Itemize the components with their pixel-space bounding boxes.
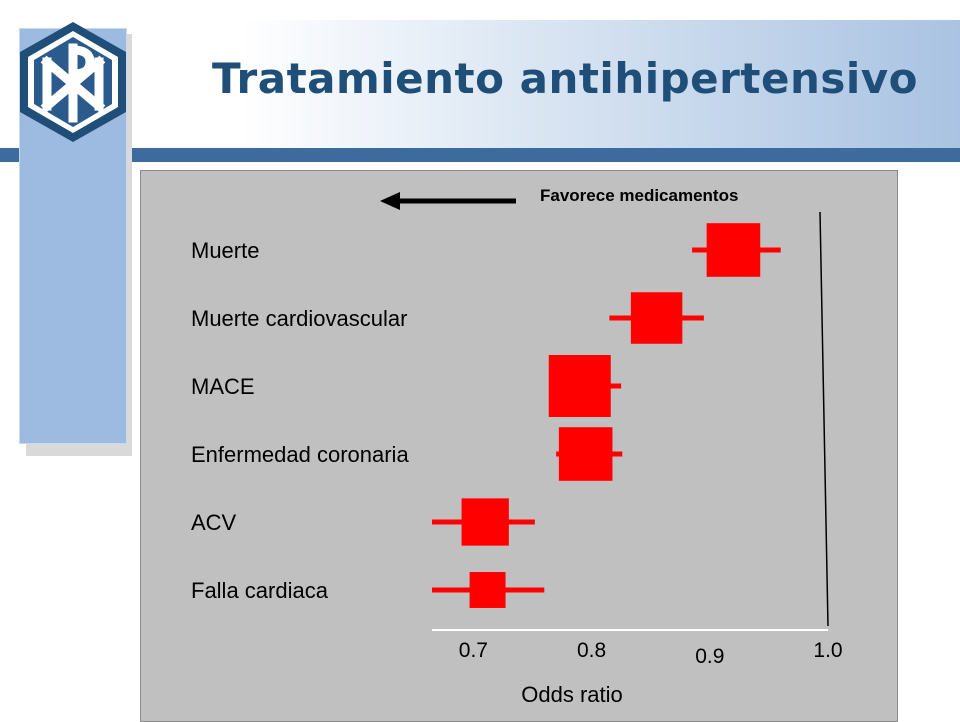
- slide-title: Tratamiento antihipertensivo: [212, 54, 918, 103]
- favor-arrow-head-icon: [380, 192, 400, 210]
- favor-annotation: Favorece medicamentos: [540, 186, 738, 205]
- point-estimate-marker: [469, 572, 506, 608]
- row-label: Muerte cardiovascular: [191, 306, 407, 331]
- row-label: MACE: [191, 374, 255, 399]
- forest-row: Falla cardiaca: [191, 572, 545, 608]
- header-accent-bar: [0, 148, 960, 162]
- row-label: ACV: [191, 510, 237, 535]
- reference-line: [819, 211, 829, 627]
- x-axis-label: Odds ratio: [521, 682, 623, 707]
- forest-row: ACV: [191, 498, 535, 546]
- x-tick-label: 1.0: [813, 639, 842, 662]
- row-label: Falla cardiaca: [191, 578, 329, 603]
- row-label: Enfermedad coronaria: [191, 442, 409, 467]
- chi-rho-hexagon-logo-icon: [20, 22, 126, 142]
- point-estimate-marker: [558, 427, 613, 481]
- point-estimate-marker: [706, 223, 761, 277]
- point-estimate-marker: [630, 292, 683, 344]
- point-estimate-marker: [461, 498, 509, 546]
- forest-row: MACE: [191, 355, 622, 417]
- forest-row: Muerte: [191, 223, 781, 277]
- forest-row: Muerte cardiovascular: [191, 292, 704, 344]
- forest-row: Enfermedad coronaria: [191, 427, 623, 481]
- row-label: Muerte: [191, 238, 259, 263]
- point-estimate-marker: [548, 355, 611, 417]
- x-tick-label: 0.8: [577, 639, 606, 662]
- header-band: [0, 20, 960, 148]
- x-tick-label: 0.9: [695, 645, 724, 668]
- x-tick-label: 0.7: [459, 639, 488, 662]
